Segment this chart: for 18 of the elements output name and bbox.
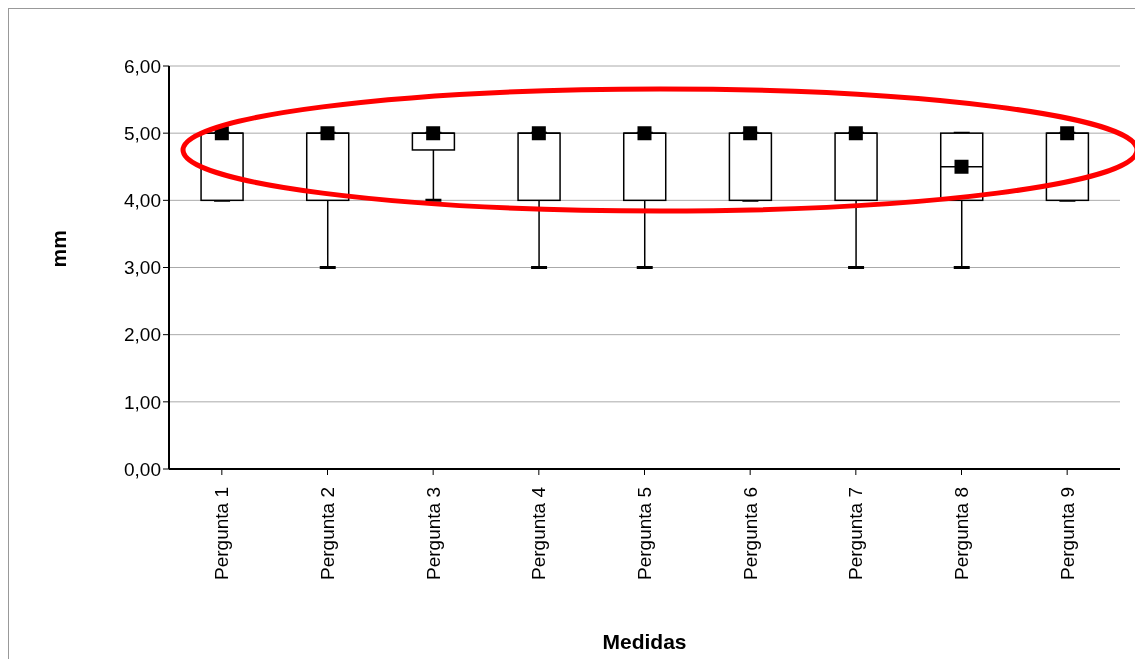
x-axis-title: Medidas [602, 630, 687, 653]
y-tick-label: 5,00 [124, 122, 161, 144]
y-tick-label: 1,00 [124, 391, 161, 413]
y-tick-label: 6,00 [124, 55, 161, 77]
y-tick-label: 3,00 [124, 257, 161, 279]
x-tick-label: Pergunta 7 [845, 487, 867, 580]
y-axis-title: mm [47, 230, 71, 268]
y-tick-label: 2,00 [124, 324, 161, 346]
x-tick-label: Pergunta 1 [211, 487, 233, 580]
x-tick-label: Pergunta 4 [528, 486, 550, 580]
x-tick-label: Pergunta 3 [422, 487, 444, 580]
y-tick-label: 4,00 [124, 190, 161, 212]
x-tick-label: Pergunta 6 [739, 487, 761, 580]
y-tick-label: 0,00 [124, 458, 161, 480]
x-tick-label: Pergunta 5 [634, 487, 655, 580]
x-tick-label: Pergunta 2 [317, 487, 338, 580]
x-tick-label: Pergunta 9 [1056, 487, 1078, 580]
x-tick-label: Pergunta 8 [951, 487, 972, 580]
